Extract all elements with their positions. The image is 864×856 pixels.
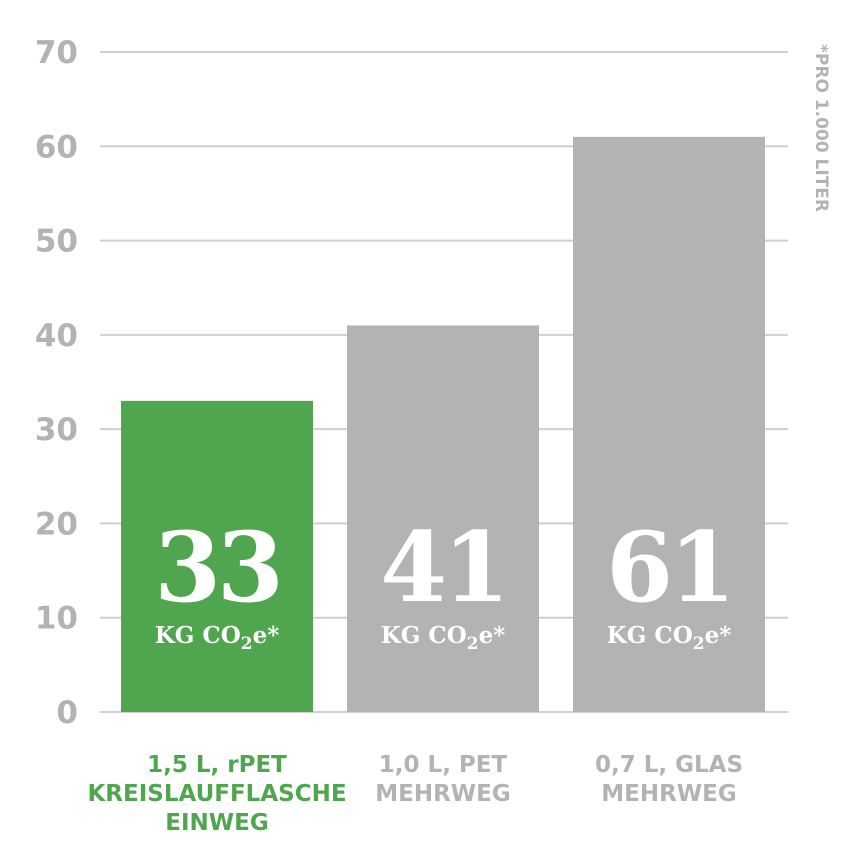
category-label-3: 0,7 L, GLAS MEHRWEG — [595, 752, 743, 807]
bar-1 — [121, 400, 313, 712]
category-label-1: 1,5 L, rPET KREISLAUFFLASCHE EINWEG — [87, 752, 346, 836]
y-tick-label-60: 60 — [35, 129, 78, 165]
footnote-per-1000-liter: *PRO 1.000 LITER — [811, 44, 831, 212]
y-tick-label-30: 30 — [35, 412, 78, 448]
bar-2 — [347, 325, 539, 712]
y-axis-tick-labels: 0 10 20 30 40 50 60 70 — [35, 35, 78, 731]
bar-value-label-1: 33 — [154, 511, 280, 624]
y-tick-label-10: 10 — [35, 601, 78, 637]
y-tick-label-20: 20 — [35, 506, 78, 542]
bars — [121, 136, 765, 712]
bar-value-label-3: 61 — [606, 511, 732, 624]
y-tick-label-0: 0 — [56, 695, 78, 731]
category-label-2: 1,0 L, PET MEHRWEG — [375, 752, 511, 807]
bar-unit-label-2: KG CO2e* — [381, 622, 506, 654]
bar-value-label-2: 41 — [380, 511, 506, 624]
y-tick-label-40: 40 — [35, 318, 78, 354]
y-tick-label-70: 70 — [35, 35, 78, 71]
bar-unit-label-3: KG CO2e* — [607, 622, 732, 654]
bar-unit-label-1: KG CO2e* — [155, 622, 280, 654]
y-tick-label-50: 50 — [35, 224, 78, 260]
category-labels: 1,5 L, rPET KREISLAUFFLASCHE EINWEG 1,0 L, … — [87, 752, 743, 836]
bar-3 — [573, 136, 765, 712]
